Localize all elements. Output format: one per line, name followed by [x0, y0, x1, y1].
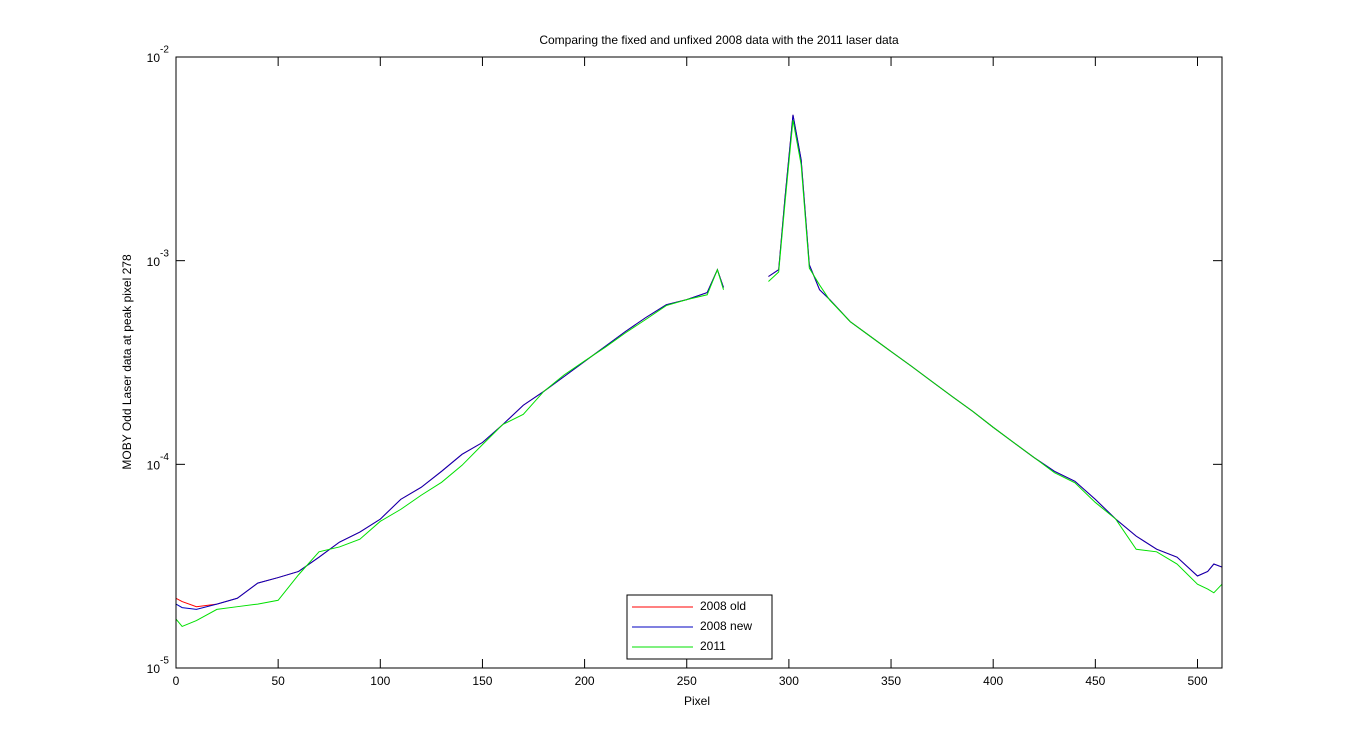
- y-tick-label: 10: [147, 255, 161, 269]
- y-tick-label: 10: [147, 459, 161, 473]
- y-tick-exponent: -5: [160, 656, 169, 667]
- y-tick-exponent: -3: [160, 248, 169, 259]
- x-tick-label: 0: [173, 674, 180, 688]
- x-tick-label: 50: [271, 674, 285, 688]
- y-axis-label: MOBY Odd Laser data at peak pixel 278: [120, 254, 134, 470]
- x-tick-label: 250: [677, 674, 697, 688]
- x-tick-label: 500: [1187, 674, 1207, 688]
- x-tick-label: 100: [370, 674, 390, 688]
- x-tick-label: 450: [1085, 674, 1105, 688]
- legend-label: 2008 old: [700, 599, 746, 613]
- plot-frame: [175, 56, 1223, 669]
- x-axis-label: Pixel: [684, 694, 710, 708]
- x-tick-label: 150: [472, 674, 492, 688]
- legend-label: 2011: [700, 639, 726, 653]
- x-tick-label: 300: [779, 674, 799, 688]
- y-tick-exponent: -2: [160, 45, 169, 56]
- y-tick-label: 10: [147, 662, 161, 676]
- x-tick-label: 400: [983, 674, 1003, 688]
- x-tick-label: 350: [881, 674, 901, 688]
- legend-label: 2008 new: [700, 619, 752, 633]
- y-tick-exponent: -4: [160, 452, 169, 463]
- chart-title: Comparing the fixed and unfixed 2008 dat…: [539, 33, 899, 47]
- legend: 2008 old 2008 new 2011: [626, 594, 773, 660]
- x-tick-label: 200: [575, 674, 595, 688]
- y-tick-label: 10: [147, 51, 161, 65]
- series-line: [175, 120, 1223, 628]
